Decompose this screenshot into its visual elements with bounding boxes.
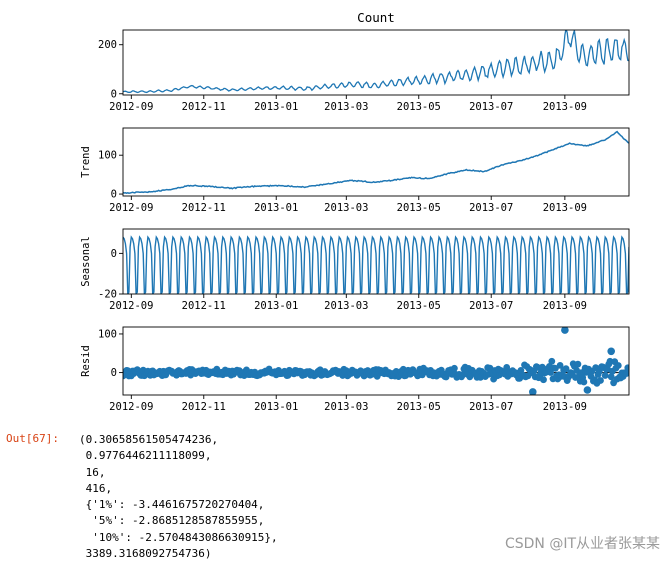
x-tick-label: 2013-09 (543, 101, 587, 113)
x-tick-label: 2013-01 (254, 300, 298, 312)
y-tick-label: 200 (98, 39, 117, 51)
x-tick-label: 2012-11 (182, 101, 226, 113)
panel-2-plot (123, 130, 629, 194)
x-tick-label: 2013-03 (324, 101, 368, 113)
x-tick-label: 2013-03 (324, 300, 368, 312)
resid-outlier-point (583, 386, 592, 394)
panel-1-frame (122, 29, 630, 96)
x-tick-label: 2013-03 (324, 401, 368, 413)
watermark: CSDN @IT从业者张某某 (504, 536, 660, 552)
resid-point (601, 372, 609, 379)
x-tick-label: 2012-11 (182, 300, 226, 312)
x-tick-label: 2012-09 (109, 401, 153, 413)
count-series-line (123, 30, 629, 94)
x-tick-label: 2013-07 (469, 300, 513, 312)
panel-2: 0 100 2012-09 2012-11 2013-01 2013-03 2013-05 2… (80, 127, 630, 214)
panel-4-plot (123, 327, 629, 395)
resid-point (451, 364, 458, 372)
x-tick-label: 2013-05 (397, 401, 441, 413)
resid-outlier-point (529, 388, 537, 395)
trend-series-line (123, 130, 629, 194)
output-text: (0.30658561505474236, 0.9776446211118099… (79, 433, 278, 561)
y-axis-label: Trend (80, 146, 92, 178)
x-tick-label: 2013-01 (254, 401, 298, 413)
resid-point (597, 377, 604, 384)
x-tick-label: 2012-09 (109, 101, 153, 113)
x-tick-label: 2012-09 (109, 202, 153, 214)
resid-point (556, 362, 564, 369)
resid-point (607, 373, 615, 381)
decomposition-chart: 0 200 2012-09 2012-11 2013-01 2013-03 2013-05 2… (80, 10, 630, 413)
y-tick-label: 0 (111, 367, 117, 379)
x-tick-label: 2013-09 (543, 401, 587, 413)
x-tick-label: 2013-09 (543, 300, 587, 312)
x-tick-label: 2013-05 (397, 101, 441, 113)
resid-point (580, 378, 588, 386)
x-tick-label: 2013-07 (469, 202, 513, 214)
resid-point (562, 365, 570, 373)
resid-point (538, 363, 546, 371)
resid-point (540, 376, 547, 384)
panel-4: 0 100 2012-09 2012-11 2013-01 2013-03 2013-05 2… (80, 326, 630, 413)
y-tick-label: 100 (98, 150, 117, 162)
x-tick-label: 2013-01 (254, 101, 298, 113)
y-axis-label: Seasonal (80, 236, 92, 287)
resid-point (625, 366, 629, 374)
x-tick-label: 2013-07 (469, 101, 513, 113)
seasonal-series-line (123, 235, 629, 294)
resid-point (614, 362, 622, 369)
resid-point (534, 363, 541, 371)
x-tick-label: 2012-09 (109, 300, 153, 312)
x-tick-label: 2013-09 (543, 202, 587, 214)
y-tick-label: 0 (111, 88, 117, 100)
y-axis-label: Resid (80, 345, 92, 377)
resid-outlier-point (561, 327, 569, 334)
y-tick-label: 100 (98, 328, 117, 340)
y-tick-label: 0 (111, 189, 117, 201)
y-tick-label: 0 (111, 248, 117, 260)
resid-outlier-point (607, 347, 615, 356)
panel-1-plot (123, 30, 629, 94)
panel-title: Count (357, 10, 395, 25)
panel-3-frame (122, 228, 630, 295)
y-tick-label: -20 (98, 289, 117, 301)
output-prompt: Out[67]: (6, 432, 59, 445)
panel-1: 0 200 2012-09 2012-11 2013-01 2013-03 2013-05 2… (98, 10, 630, 113)
x-tick-label: 2013-05 (397, 202, 441, 214)
resid-point (548, 357, 556, 365)
x-tick-label: 2012-11 (182, 202, 226, 214)
x-tick-label: 2013-07 (469, 401, 513, 413)
x-tick-label: 2013-01 (254, 202, 298, 214)
x-tick-label: 2013-03 (324, 202, 368, 214)
resid-point (574, 360, 582, 368)
panel-3-plot (123, 235, 629, 294)
panel-3: -20 0 2012-09 2012-11 2013-01 2013-03 2013-05 2… (80, 228, 630, 312)
x-tick-label: 2012-11 (182, 401, 226, 413)
panel-4-frame (122, 326, 630, 396)
panel-2-frame (122, 127, 630, 197)
x-tick-label: 2013-05 (397, 300, 441, 312)
